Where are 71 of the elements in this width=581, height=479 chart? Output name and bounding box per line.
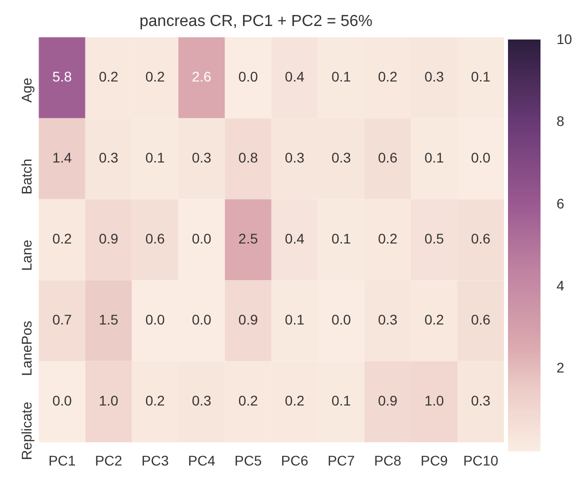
data-label: 2.6 [192,68,212,85]
data-label: 0.0 [471,150,491,166]
x-tick-label: PC10 [463,452,498,468]
data-label: 0.1 [331,68,352,85]
x-tick-label: PC1 [48,452,76,468]
data-label: 1.0 [98,392,119,409]
data-label: 0.6 [471,230,491,247]
data-label: 0.8 [238,150,258,166]
data-label: 0.2 [424,312,444,328]
y-tick-label: Batch [18,158,35,195]
x-tick-label: PC2 [94,452,122,468]
data-label: 0.0 [238,68,258,85]
data-label: 0.3 [471,392,491,409]
color-bar-label: 8 [556,113,564,130]
data-label: 0.9 [238,312,258,328]
data-label: 0.3 [192,392,212,409]
y-tick-label: LanePos [18,320,35,376]
color-bar-label: 6 [556,195,564,212]
x-tick-label: PC8 [374,452,402,468]
data-label: 0.9 [98,230,119,247]
data-label: 0.6 [378,150,398,166]
data-label: 0.0 [145,312,166,328]
chart-title: pancreas CR, PC1 + PC2 = 56% [139,13,373,30]
color-bar-label: 2 [556,360,564,376]
data-label: 0.6 [145,230,166,247]
data-label: 0.2 [145,68,166,85]
data-label: 0.1 [331,230,352,247]
data-label: 0.5 [424,230,444,247]
data-label: 0.0 [331,312,352,328]
data-label: 0.6 [471,312,491,328]
data-label: 1.4 [52,150,72,166]
data-label: 0.4 [284,230,305,247]
data-label: 0.0 [192,230,212,247]
data-label: 0.3 [192,150,212,166]
data-label: 0.2 [284,392,305,409]
color-bar-label: 4 [556,277,564,294]
y-tick-label: Age [18,78,35,103]
data-label: 5.8 [52,68,72,85]
data-label: 0.2 [378,68,398,85]
data-label: 0.3 [378,312,398,328]
data-label: 0.7 [52,312,72,328]
data-label: 0.1 [424,150,444,166]
x-tick-label: PC6 [281,452,308,468]
data-label: 0.2 [98,68,119,85]
x-tick-label: PC5 [234,452,262,468]
data-label: 2.5 [238,230,258,247]
data-label: 0.1 [145,150,166,166]
data-label: 0.2 [145,392,166,409]
data-label: 1.0 [424,392,444,409]
data-label: 0.2 [52,230,72,247]
data-label: 0.1 [471,68,491,85]
data-label: 0.2 [238,392,258,409]
color-bar-label: 10 [556,30,572,47]
x-tick-label: PC3 [141,452,169,468]
data-label: 0.4 [284,68,305,85]
data-label: 0.1 [331,392,352,409]
data-label: 0.0 [52,392,72,409]
y-tick-label: Lane [18,240,35,271]
x-tick-label: PC9 [420,452,448,468]
data-label: 0.1 [284,312,305,328]
data-label: 0.3 [331,150,352,166]
data-label: 0.3 [98,150,119,166]
data-label: 0.9 [378,392,398,409]
data-label: 0.3 [284,150,305,166]
y-tick-label: Replicate [18,401,35,460]
data-label: 0.2 [378,230,398,247]
data-label: 0.0 [192,312,212,328]
x-tick-label: PC4 [188,452,216,468]
data-label: 0.3 [424,68,444,85]
data-label: 1.5 [98,312,119,328]
x-tick-label: PC7 [328,452,356,468]
